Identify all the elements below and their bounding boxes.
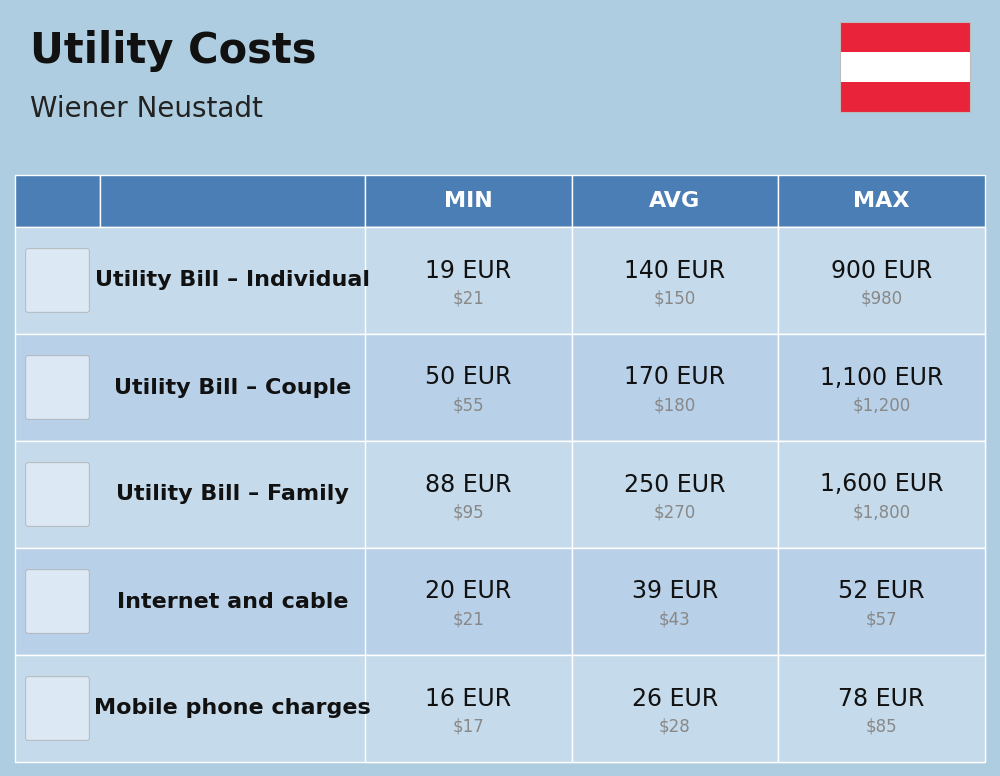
FancyBboxPatch shape — [26, 462, 89, 526]
Text: 16 EUR: 16 EUR — [425, 687, 511, 711]
Bar — [572, 655, 778, 762]
Text: $21: $21 — [452, 611, 484, 629]
Bar — [840, 22, 970, 52]
Text: Mobile phone charges: Mobile phone charges — [94, 698, 371, 719]
FancyBboxPatch shape — [26, 355, 89, 419]
Bar — [365, 334, 572, 441]
Bar — [15, 334, 985, 441]
Bar — [15, 227, 985, 334]
FancyBboxPatch shape — [26, 570, 89, 633]
Text: 250 EUR: 250 EUR — [624, 473, 726, 497]
Text: Internet and cable: Internet and cable — [117, 591, 348, 611]
Text: $57: $57 — [866, 611, 897, 629]
Text: $43: $43 — [659, 611, 691, 629]
Text: $28: $28 — [659, 718, 691, 736]
Text: $1,800: $1,800 — [853, 504, 911, 521]
Bar — [572, 548, 778, 655]
Bar — [365, 441, 572, 548]
Bar — [778, 655, 985, 762]
Text: Utility Bill – Individual: Utility Bill – Individual — [95, 271, 370, 290]
Bar — [840, 52, 970, 82]
Bar — [572, 441, 778, 548]
Text: 39 EUR: 39 EUR — [632, 580, 718, 604]
Bar — [365, 655, 572, 762]
Bar — [778, 334, 985, 441]
Text: Utility Bill – Couple: Utility Bill – Couple — [114, 377, 351, 397]
Text: $17: $17 — [452, 718, 484, 736]
Bar — [572, 175, 778, 227]
Text: $150: $150 — [654, 289, 696, 307]
Bar — [365, 227, 572, 334]
Text: 78 EUR: 78 EUR — [838, 687, 925, 711]
Text: Wiener Neustadt: Wiener Neustadt — [30, 95, 263, 123]
Bar — [15, 175, 100, 227]
Text: MAX: MAX — [853, 191, 910, 211]
Text: 88 EUR: 88 EUR — [425, 473, 512, 497]
Bar — [778, 548, 985, 655]
Text: $55: $55 — [453, 397, 484, 414]
Text: 1,100 EUR: 1,100 EUR — [820, 365, 943, 390]
Text: $85: $85 — [866, 718, 897, 736]
FancyBboxPatch shape — [26, 249, 89, 312]
Text: 19 EUR: 19 EUR — [425, 258, 511, 282]
Bar — [365, 175, 572, 227]
Text: $1,200: $1,200 — [853, 397, 911, 414]
Text: $21: $21 — [452, 289, 484, 307]
Text: 50 EUR: 50 EUR — [425, 365, 512, 390]
Text: 140 EUR: 140 EUR — [624, 258, 726, 282]
FancyBboxPatch shape — [26, 677, 89, 740]
Bar — [840, 82, 970, 112]
Bar — [778, 175, 985, 227]
Text: 20 EUR: 20 EUR — [425, 580, 511, 604]
Text: Utility Costs: Utility Costs — [30, 30, 316, 72]
Text: 52 EUR: 52 EUR — [838, 580, 925, 604]
Bar — [100, 175, 365, 227]
Bar — [572, 227, 778, 334]
Bar — [15, 441, 985, 548]
Text: Utility Bill – Family: Utility Bill – Family — [116, 484, 349, 504]
Bar — [365, 548, 572, 655]
Text: $180: $180 — [654, 397, 696, 414]
Text: 900 EUR: 900 EUR — [831, 258, 932, 282]
Bar — [15, 655, 985, 762]
Text: 170 EUR: 170 EUR — [624, 365, 726, 390]
Text: $270: $270 — [654, 504, 696, 521]
Text: AVG: AVG — [649, 191, 701, 211]
Bar — [15, 548, 985, 655]
Text: MIN: MIN — [444, 191, 493, 211]
Bar — [572, 334, 778, 441]
Text: $95: $95 — [453, 504, 484, 521]
Bar — [778, 441, 985, 548]
Text: $980: $980 — [861, 289, 903, 307]
Text: 1,600 EUR: 1,600 EUR — [820, 473, 943, 497]
Text: 26 EUR: 26 EUR — [632, 687, 718, 711]
Bar — [778, 227, 985, 334]
Bar — [840, 22, 970, 112]
